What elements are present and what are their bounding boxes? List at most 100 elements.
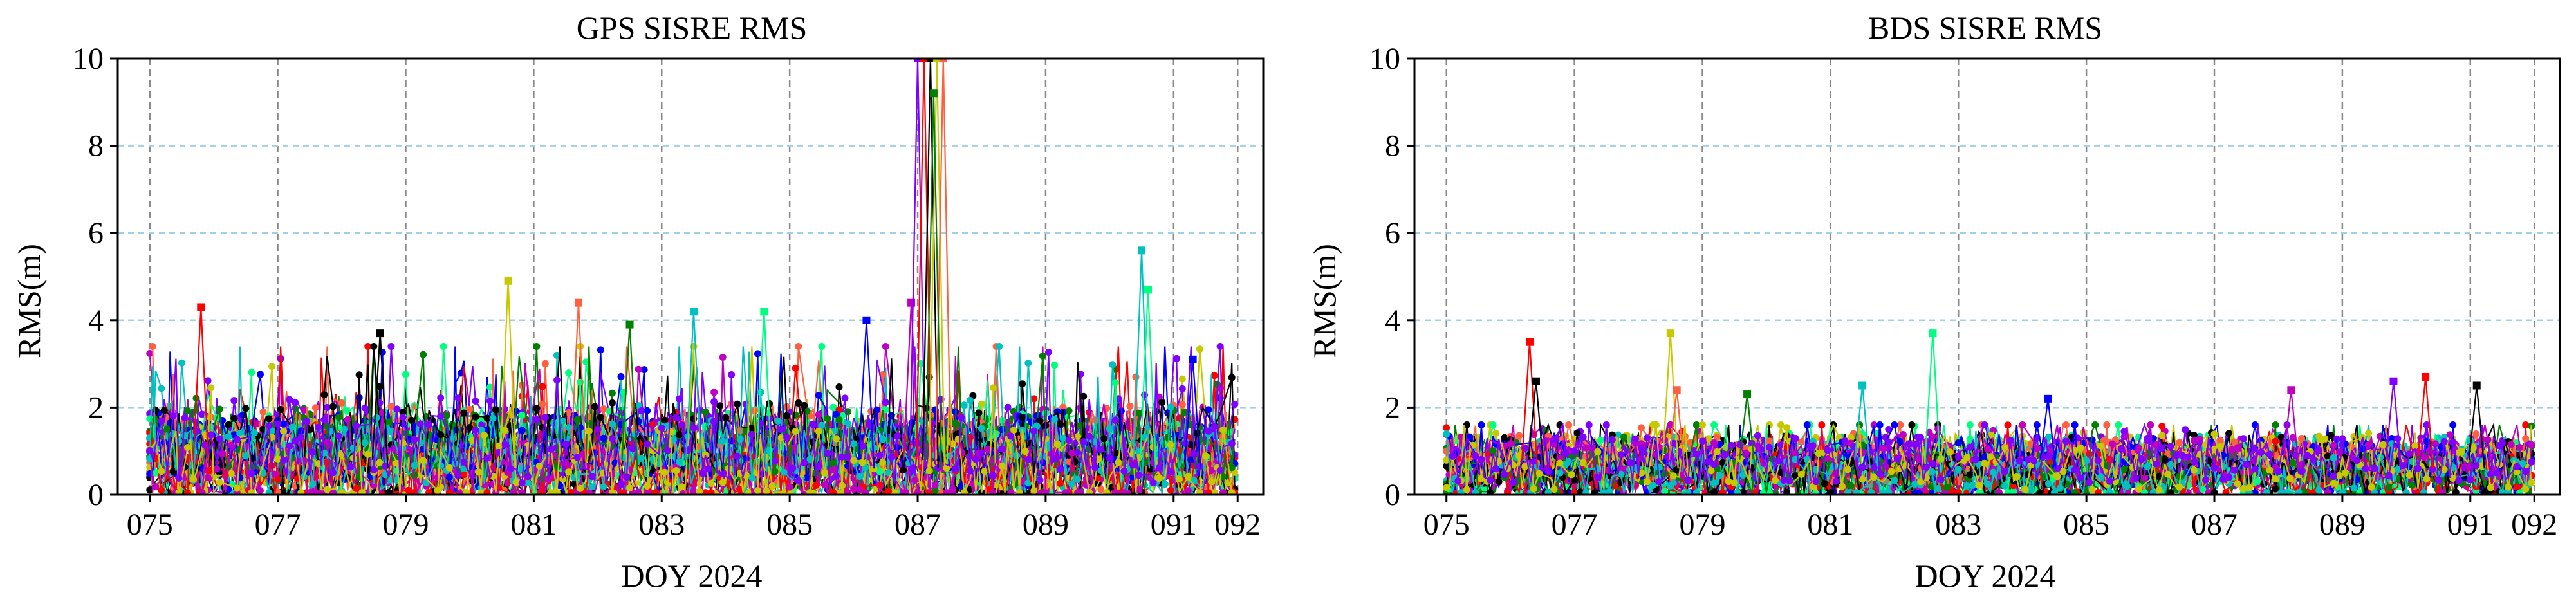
gps-data-point [960,401,968,409]
gps-data-point [780,468,788,476]
gps-data-point [1132,373,1140,381]
gps-data-point [870,444,878,452]
gps-data-point [489,414,497,422]
gps-x-tick-label: 089 [1023,508,1069,542]
gps-data-point [242,452,250,460]
gps-data-point [1228,440,1236,447]
gps-data-point [1111,416,1119,424]
gps-data-point [271,470,279,478]
gps-data-point [292,437,299,445]
gps-data-point [420,457,427,464]
gps-data-point [1155,475,1163,482]
gps-data-point [1167,468,1174,475]
gps-data-point [990,384,997,392]
gps-data-point [288,423,296,431]
gps-data-point [858,459,866,466]
bds-data-point [1597,436,1604,444]
gps-data-point [539,400,546,408]
gps-data-point [329,469,337,477]
gps-data-point [644,407,651,414]
gps-data-point [1205,427,1212,435]
gps-data-point [978,449,985,457]
gps-data-point [440,343,447,350]
gps-data-point [303,418,311,425]
gps-data-point [146,486,154,494]
gps-data-point [748,430,755,438]
gps-data-point [1068,480,1076,488]
gps-data-point [990,472,997,479]
gps-data-point [661,468,669,476]
gps-data-point [472,413,479,421]
gps-data-point [937,489,945,495]
gps-data-point [1228,374,1236,381]
gps-data-point [600,483,607,490]
gps-x-tick-label: 087 [894,508,941,542]
gps-data-point [1167,403,1174,411]
gps-data-point [146,446,154,454]
gps-data-point [675,458,683,466]
gps-data-point [847,466,855,474]
gps-data-point [768,482,776,490]
gps-data-point [1057,420,1064,428]
gps-data-point [445,473,453,481]
gps-data-point [649,420,657,428]
gps-data-point [597,346,604,354]
gps-data-point [856,486,864,493]
gps-data-point [1210,423,1218,430]
gps-data-point [1065,437,1073,445]
gps-data-point [829,466,837,473]
gps-data-point [1024,359,1032,367]
gps-data-point [699,470,706,477]
gps-y-tick-label: 6 [88,216,104,250]
gps-data-point [518,479,526,487]
gps-data-point [763,487,770,495]
gps-data-point [1004,403,1012,411]
gps-data-point [225,433,232,441]
gps-data-point [225,421,232,428]
gps-data-point [678,483,686,491]
bds-chart-title: BDS SISRE RMS [1868,10,2102,46]
gps-data-point [908,465,916,473]
gps-data-point [1155,464,1163,472]
gps-data-point [248,470,255,477]
gps-data-point [1210,489,1218,495]
gps-data-point [1190,450,1198,457]
gps-data-point [259,408,267,416]
gps-x-tick-label: 091 [1151,508,1197,542]
gps-data-point [399,439,407,446]
bds-chart-panel: BDS SISRE RMS 075 077 079 081 083 085 087 089 09… [1306,10,2561,594]
gps-data-point [833,472,840,480]
gps-data-point [250,429,258,436]
gps-data-point [533,416,541,423]
gps-data-point [477,421,485,428]
gps-data-point [594,425,602,433]
gps-data-point [335,414,342,421]
gps-data-point [690,424,698,432]
gps-y-tick-label: 2 [88,390,104,425]
gps-data-point [402,371,409,378]
gps-spike-marker [907,298,916,307]
gps-spike-marker [625,320,634,329]
gps-data-point [1080,392,1088,400]
gps-data-point [815,427,822,435]
bds-series-group [1443,329,2535,495]
gps-data-point [701,408,709,416]
gps-data-point [585,427,593,435]
gps-data-point [623,473,631,481]
gps-data-point [163,456,171,463]
gps-chart-panel: GPS SISRE RMS 075 077 079 081 083 085 087 089 09… [11,10,1265,594]
gps-data-point [600,434,607,442]
gps-data-point [437,462,445,470]
gps-data-point [207,431,215,439]
gps-x-tick-label: 085 [766,508,813,542]
gps-data-point [644,440,651,448]
gps-data-point [466,405,474,413]
gps-data-point [548,489,555,495]
gps-data-point [1193,429,1201,437]
gps-data-point [323,486,331,493]
gps-data-point [408,416,415,424]
gps-data-point [160,407,168,414]
gps-data-point [184,444,191,452]
gps-x-tick-label: 092 [1214,508,1261,542]
gps-data-point [370,466,378,473]
